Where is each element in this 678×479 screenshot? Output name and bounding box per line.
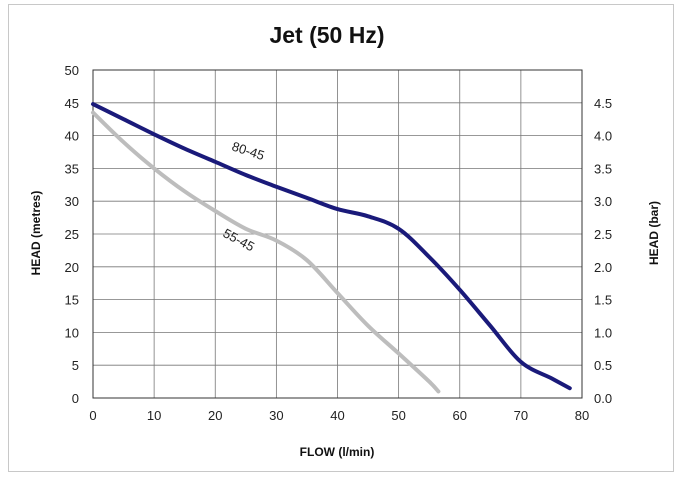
y2-tick-label: 2.0 [594, 260, 612, 275]
y-tick-label: 30 [65, 194, 79, 209]
x-tick-label: 30 [269, 408, 283, 423]
x-tick-label: 60 [453, 408, 467, 423]
y-tick-label: 50 [65, 63, 79, 78]
x-tick-label: 40 [330, 408, 344, 423]
y-tick-label: 35 [65, 161, 79, 176]
y2-axis-label: HEAD (bar) [647, 201, 661, 265]
x-tick-label: 0 [89, 408, 96, 423]
x-axis-ticks: 0 10 20 30 40 50 60 70 80 [89, 408, 589, 423]
y2-tick-label: 2.5 [594, 227, 612, 242]
y2-tick-label: 4.0 [594, 129, 612, 144]
x-tick-label: 50 [391, 408, 405, 423]
y2-tick-label: 1.5 [594, 293, 612, 308]
y2-tick-label: 3.0 [594, 194, 612, 209]
series-lines [91, 102, 572, 394]
series-line-80-45 [91, 102, 572, 391]
chart-title: Jet (50 Hz) [269, 22, 384, 48]
y2-tick-label: 4.5 [594, 96, 612, 111]
plot-area-border [92, 69, 583, 399]
y-axis-label: HEAD (metres) [29, 191, 43, 276]
y2-tick-label: 0.5 [594, 358, 612, 373]
y-tick-label: 10 [65, 325, 79, 340]
y-tick-label: 0 [72, 391, 79, 406]
y-tick-label: 20 [65, 260, 79, 275]
y-tick-label: 45 [65, 96, 79, 111]
chart-frame [8, 4, 674, 472]
series-label-80-45: 80-45 [230, 139, 266, 164]
y-tick-label: 15 [65, 293, 79, 308]
y-tick-label: 5 [72, 358, 79, 373]
x-tick-label: 20 [208, 408, 222, 423]
y2-axis-ticks: 0.0 0.5 1.0 1.5 2.0 2.5 3.0 3.5 4.0 4.5 [594, 96, 612, 406]
y-axis-ticks: 0 5 10 15 20 25 30 35 40 45 50 [65, 63, 79, 406]
y-tick-label: 25 [65, 227, 79, 242]
y2-tick-label: 3.5 [594, 161, 612, 176]
x-tick-label: 10 [147, 408, 161, 423]
x-axis-label: FLOW (l/min) [300, 445, 375, 459]
y2-tick-label: 0.0 [594, 391, 612, 406]
series-line-55-45 [91, 110, 441, 394]
y2-tick-label: 1.0 [594, 325, 612, 340]
chart-grid [92, 69, 583, 399]
x-tick-label: 70 [514, 408, 528, 423]
x-tick-label: 80 [575, 408, 589, 423]
y-tick-label: 40 [65, 129, 79, 144]
